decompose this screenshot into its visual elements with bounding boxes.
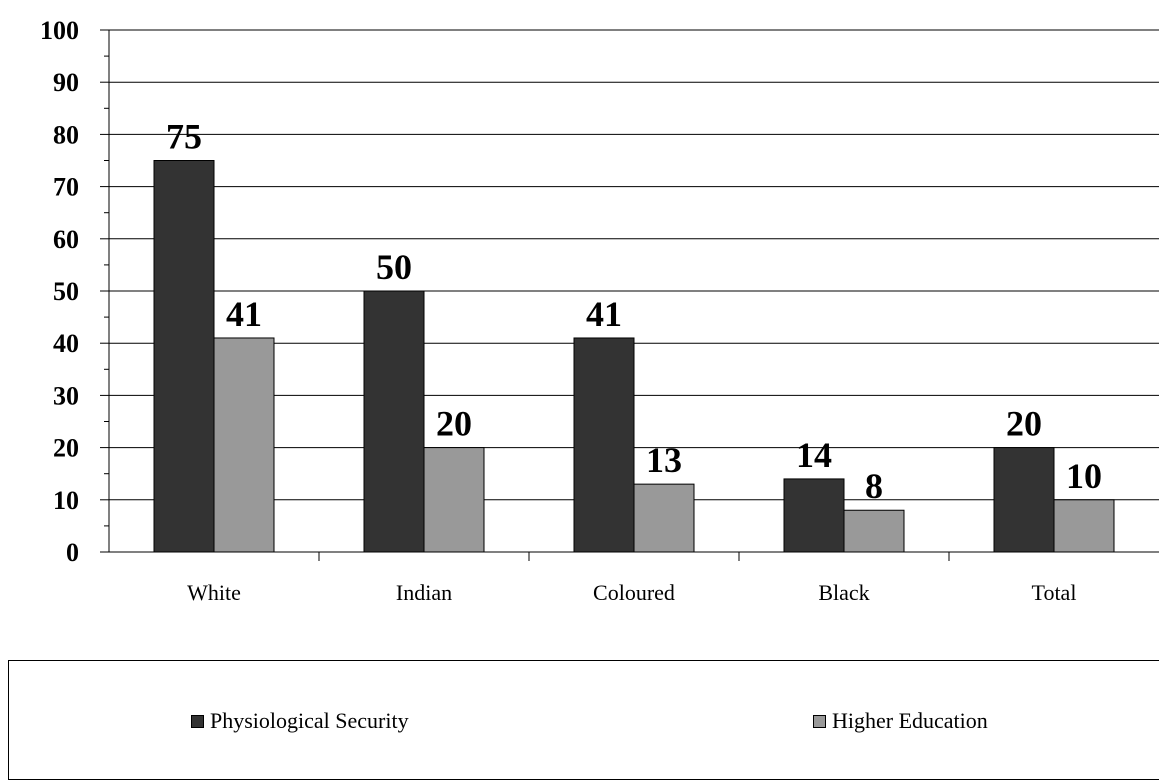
bar [1053, 499, 1115, 553]
y-tick-label: 40 [53, 329, 79, 358]
y-tick-label: 20 [53, 434, 79, 463]
x-category-label: Coloured [593, 580, 675, 605]
bar [843, 509, 905, 553]
bar [993, 447, 1055, 553]
data-label: 20 [436, 404, 472, 444]
bars [153, 160, 1115, 553]
bar [153, 160, 215, 553]
y-axis-ticks: 0 10 20 30 40 50 60 70 80 90 100 [40, 16, 109, 567]
data-label: 41 [226, 294, 262, 334]
y-tick-label: 60 [53, 225, 79, 254]
y-tick-label: 90 [53, 68, 79, 97]
gridlines [109, 29, 1159, 501]
legend: Physiological Security Higher Education [8, 660, 1159, 780]
legend-swatch-higher-education [813, 714, 826, 728]
data-label: 8 [865, 466, 883, 506]
data-label: 20 [1006, 404, 1042, 444]
legend-item-higher-education: Higher Education [813, 708, 988, 734]
x-category-label: Total [1032, 580, 1077, 605]
y-tick-label: 10 [53, 486, 79, 515]
x-axis-categories: White Indian Coloured Black Total [187, 580, 1076, 605]
y-tick-label: 0 [66, 538, 79, 567]
x-category-label: Indian [396, 580, 452, 605]
legend-label-higher-education: Higher Education [832, 708, 988, 733]
bar-chart: 0 10 20 30 40 50 60 70 80 90 100 White Indian Colour… [40, 16, 1159, 605]
y-tick-label: 70 [53, 173, 79, 202]
x-category-label: White [187, 580, 241, 605]
x-category-label: Black [818, 580, 869, 605]
bar [363, 290, 425, 553]
data-label: 75 [166, 117, 202, 157]
bar [783, 478, 845, 553]
y-tick-label: 80 [53, 120, 79, 149]
y-tick-label: 50 [53, 277, 79, 306]
bar [573, 337, 635, 553]
data-label: 13 [646, 440, 682, 480]
data-label: 14 [796, 435, 832, 475]
data-label: 10 [1066, 456, 1102, 496]
data-label: 50 [376, 247, 412, 287]
bar [423, 447, 485, 553]
bar [633, 483, 695, 553]
y-tick-label: 30 [53, 381, 79, 410]
legend-item-physiological-security: Physiological Security [191, 708, 409, 734]
data-labels: 75 41 50 20 41 13 14 8 20 10 [166, 117, 1102, 507]
legend-label-physiological-security: Physiological Security [210, 708, 409, 733]
bar [213, 337, 275, 553]
y-tick-label: 100 [40, 16, 79, 45]
data-label: 41 [586, 294, 622, 334]
legend-swatch-physiological-security [191, 714, 204, 728]
